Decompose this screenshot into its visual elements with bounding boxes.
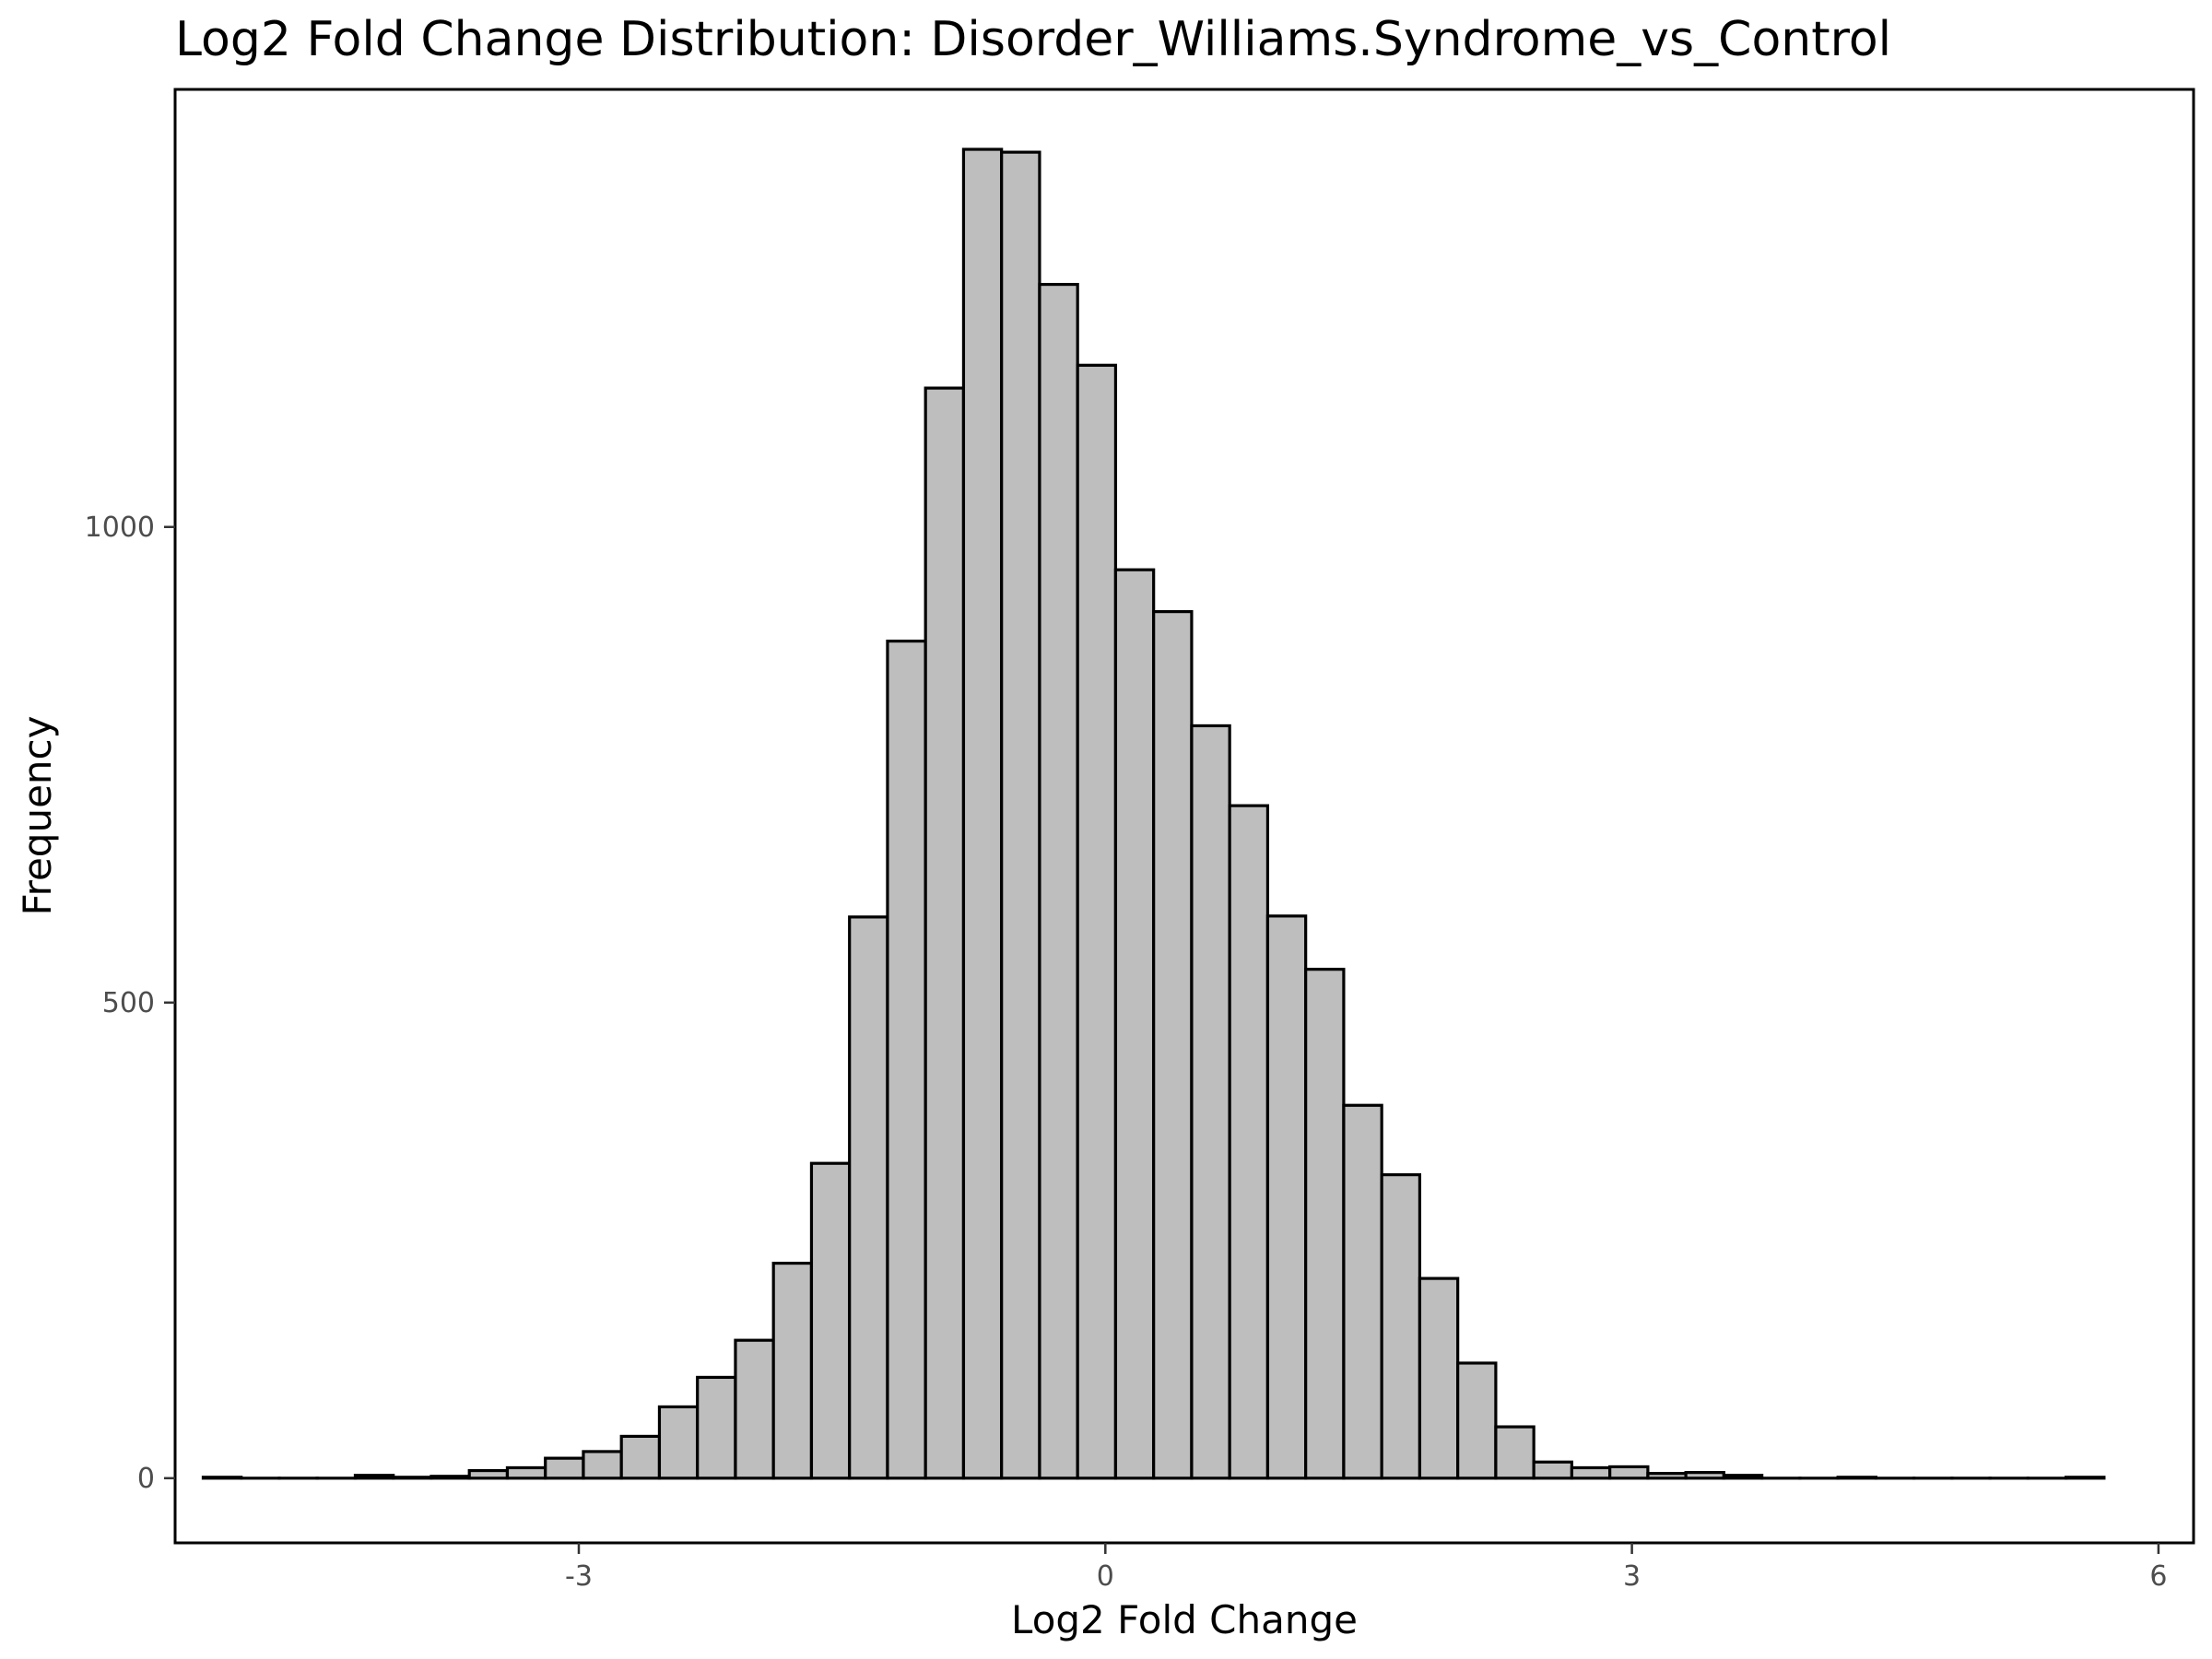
histogram-bar: [1342, 1103, 1383, 1480]
histogram-bar: [848, 915, 889, 1480]
y-tick-label: 0: [137, 1463, 155, 1495]
histogram-bar: [1456, 1361, 1498, 1480]
histogram-bar: [505, 1465, 547, 1480]
x-axis: -3 0 3 6: [565, 1543, 2167, 1593]
histogram-bar: [1152, 610, 1194, 1480]
histogram-bar: [619, 1434, 662, 1480]
histogram-bar: [1418, 1277, 1460, 1480]
histogram-bar: [201, 1476, 243, 1480]
histogram-bar: [696, 1375, 737, 1480]
x-axis-title: Log2 Fold Change: [1011, 1597, 1358, 1642]
y-tick-label: 1000: [85, 512, 155, 544]
histogram-bar: [1304, 968, 1346, 1480]
histogram-bar: [392, 1476, 433, 1480]
histogram-bar: [1684, 1471, 1725, 1480]
histogram-bar: [1190, 724, 1231, 1480]
y-axis-title: Frequency: [15, 716, 60, 916]
histogram-bar: [1532, 1460, 1574, 1480]
histogram-bar: [1076, 363, 1118, 1480]
histogram-bar: [1570, 1465, 1612, 1480]
histogram-bar: [1380, 1172, 1422, 1480]
histogram-bar: [1038, 282, 1079, 1480]
histogram-bar: [924, 386, 966, 1480]
histogram-bar: [657, 1405, 700, 1480]
histogram-bar: [734, 1338, 775, 1480]
histogram-bar: [1722, 1474, 1764, 1480]
x-tick-label: 6: [2149, 1560, 2167, 1593]
histogram-bar: [467, 1468, 510, 1480]
histogram-bar: [429, 1475, 471, 1480]
histogram-bar: [353, 1474, 395, 1480]
bars-group: [201, 147, 2106, 1480]
chart-title: Log2 Fold Change Distribution: Disorder_…: [175, 12, 1891, 67]
histogram-bar: [544, 1456, 585, 1480]
histogram-bar: [1836, 1476, 1877, 1480]
histogram-bar: [886, 639, 927, 1480]
histogram-bar: [1113, 568, 1156, 1480]
histogram-bar: [1646, 1472, 1688, 1480]
histogram-bar: [1608, 1465, 1650, 1480]
histogram-bar: [1000, 150, 1041, 1480]
y-axis: 0 500 1000: [85, 512, 175, 1495]
plot-frame: [173, 88, 2195, 1545]
x-tick-label: -3: [565, 1560, 593, 1593]
histogram-bar: [771, 1261, 814, 1480]
histogram-bar: [2065, 1476, 2106, 1480]
x-tick-label: 0: [1097, 1560, 1114, 1593]
x-tick-label: 3: [1623, 1560, 1641, 1593]
histogram-bar: [1494, 1425, 1535, 1480]
histogram-bar: [809, 1161, 852, 1480]
histogram-bar: [1228, 804, 1270, 1480]
histogram-bar: [1265, 914, 1308, 1480]
histogram-bar: [582, 1450, 623, 1480]
y-tick-label: 500: [102, 987, 155, 1019]
histogram-bar: [961, 147, 1004, 1480]
